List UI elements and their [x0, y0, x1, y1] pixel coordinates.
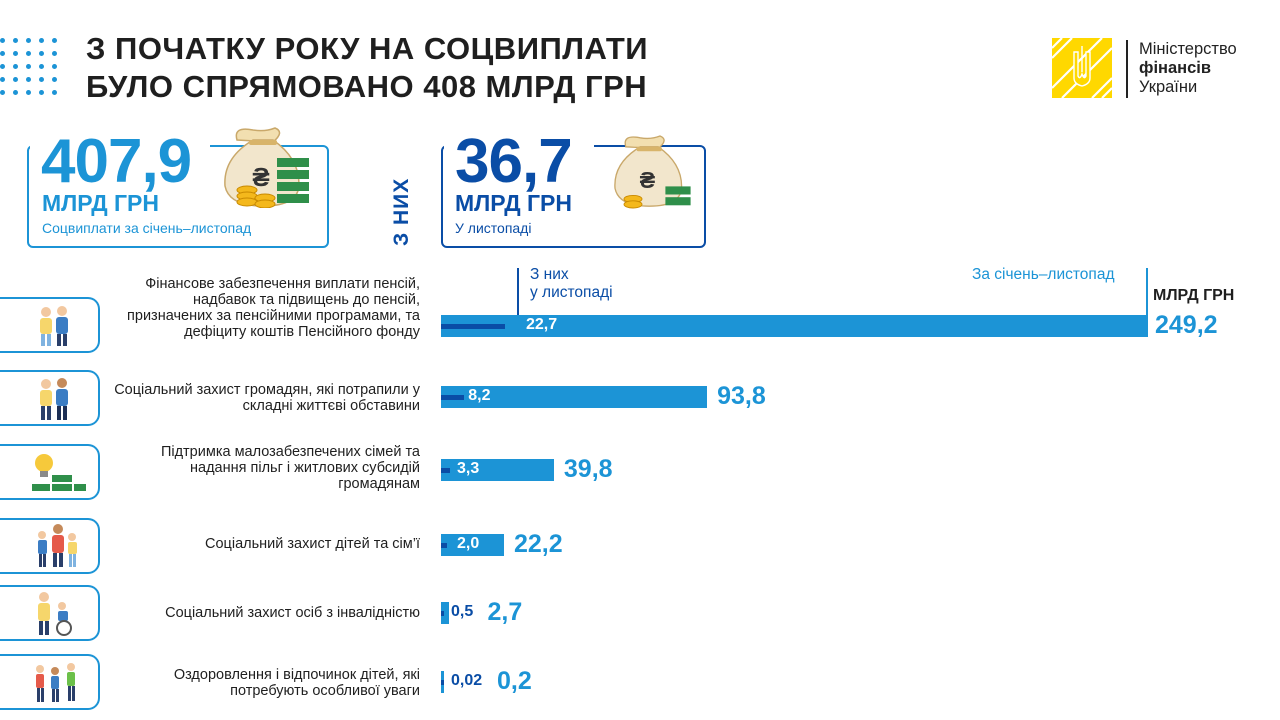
bar-total: [441, 386, 708, 408]
total-value-label: 39,8: [563, 455, 613, 483]
of-them-label: З НИХ: [390, 177, 413, 246]
lightbulb-money-icon: [32, 454, 86, 491]
svg-text:₴: ₴: [640, 167, 656, 193]
dot: [26, 38, 31, 43]
month-value-label: 22,7: [526, 316, 558, 333]
dot: [39, 64, 44, 69]
logo-line-1: Міністерство: [1139, 40, 1237, 58]
total-value-label: 0,2: [497, 667, 532, 695]
card-gap: [30, 143, 210, 149]
bar-month: [441, 324, 506, 329]
bar-total: [441, 534, 504, 556]
logo-separator: [1126, 40, 1128, 98]
dot: [39, 38, 44, 43]
dot: [13, 77, 18, 82]
dot: [0, 38, 5, 43]
bar-total: [441, 459, 554, 481]
total-value: 407,9: [41, 127, 192, 196]
month-legend-line1: З них: [530, 266, 569, 283]
month-value-label: 0,5: [451, 603, 474, 620]
total-legend-line: [1146, 268, 1148, 328]
dot: [0, 64, 5, 69]
ministry-name: Міністерство фінансів України: [1139, 40, 1237, 97]
month-value-label: 2,0: [457, 535, 480, 552]
logo-line-3: України: [1139, 78, 1198, 96]
total-value-label: 93,8: [717, 382, 766, 410]
dot: [26, 51, 31, 56]
elderly-couple-icon: [40, 306, 68, 346]
bar-month: [441, 395, 465, 400]
page-title: З ПОЧАТКУ РОКУ НА СОЦВИПЛАТИ БУЛО СПРЯМО…: [86, 30, 648, 106]
month-value-label: 3,3: [457, 460, 480, 477]
dot: [13, 90, 18, 95]
dot: [26, 90, 31, 95]
bar-total: [441, 602, 449, 624]
bar-month: [441, 468, 451, 473]
people-talking-icon: [40, 378, 68, 420]
children-playing-icon: [36, 663, 75, 702]
dot: [0, 90, 5, 95]
dot: [26, 64, 31, 69]
dot: [52, 64, 57, 69]
dot: [26, 77, 31, 82]
total-legend: За січень–листопад: [972, 266, 1115, 283]
family-icon: [38, 524, 77, 567]
dot: [39, 77, 44, 82]
category-icon-box: [0, 370, 100, 426]
dot: [13, 51, 18, 56]
bar-total: [441, 315, 1148, 337]
month-value-label: 0,02: [451, 672, 483, 689]
card-gap: [444, 143, 594, 149]
month-value-label: 8,2: [468, 387, 491, 404]
total-value-label: 2,7: [487, 598, 523, 626]
category-label: Соціальний захист дітей та сім’ї: [205, 536, 420, 552]
title-line-1: З ПОЧАТКУ РОКУ НА СОЦВИПЛАТИ: [86, 31, 649, 66]
category-icon-box: [0, 585, 100, 641]
total-unit: МЛРД ГРН: [42, 190, 159, 216]
dot: [52, 51, 57, 56]
total-caption: Соцвиплати за січень–листопад: [42, 220, 252, 236]
category-icon-box: [0, 518, 100, 574]
money-bag-icon: ₴: [614, 135, 691, 209]
dot: [52, 38, 57, 43]
unit-label: МЛРД ГРН: [1153, 287, 1235, 304]
dot: [0, 77, 5, 82]
bar-month: [441, 611, 444, 616]
dot: [13, 64, 18, 69]
title-line-2: БУЛО СПРЯМОВАНО 408 МЛРД ГРН: [86, 69, 648, 104]
dots-decoration: [0, 38, 62, 100]
month-legend-line2: у листопаді: [530, 284, 613, 301]
month-legend-line: [517, 268, 519, 328]
dot: [39, 51, 44, 56]
dot: [52, 90, 57, 95]
bar-month: [441, 680, 444, 685]
svg-text:₴: ₴: [252, 162, 269, 192]
month-legend: З них у листопаді: [530, 266, 613, 302]
dot: [39, 90, 44, 95]
dot: [0, 51, 5, 56]
bar-month: [441, 543, 447, 548]
category-label: Підтримка малозабезпечених сімей та нада…: [160, 444, 420, 492]
dot: [52, 77, 57, 82]
dot: [13, 38, 18, 43]
month-unit: МЛРД ГРН: [455, 190, 572, 216]
month-caption: У листопаді: [455, 220, 532, 236]
category-label: Соціальний захист громадян, які потрапил…: [114, 382, 420, 414]
total-value-label: 249,2: [1155, 311, 1218, 339]
category-icon-box: [0, 444, 100, 500]
total-value-label: 22,2: [513, 530, 563, 558]
money-bag-icon: ₴: [224, 127, 309, 208]
category-label: Оздоровлення і відпочинок дітей, які пот…: [173, 667, 420, 699]
category-label: Фінансове забезпечення виплати пенсій, н…: [127, 276, 420, 340]
logo-line-2: фінансів: [1139, 59, 1212, 77]
category-icon-box: [0, 297, 100, 353]
trident-icon: [1051, 37, 1113, 99]
category-icon-box: [0, 654, 100, 710]
category-label: Соціальний захист осіб з інвалідністю: [165, 605, 420, 621]
wheelchair-icon: [38, 592, 72, 636]
month-value: 36,7: [455, 127, 573, 196]
